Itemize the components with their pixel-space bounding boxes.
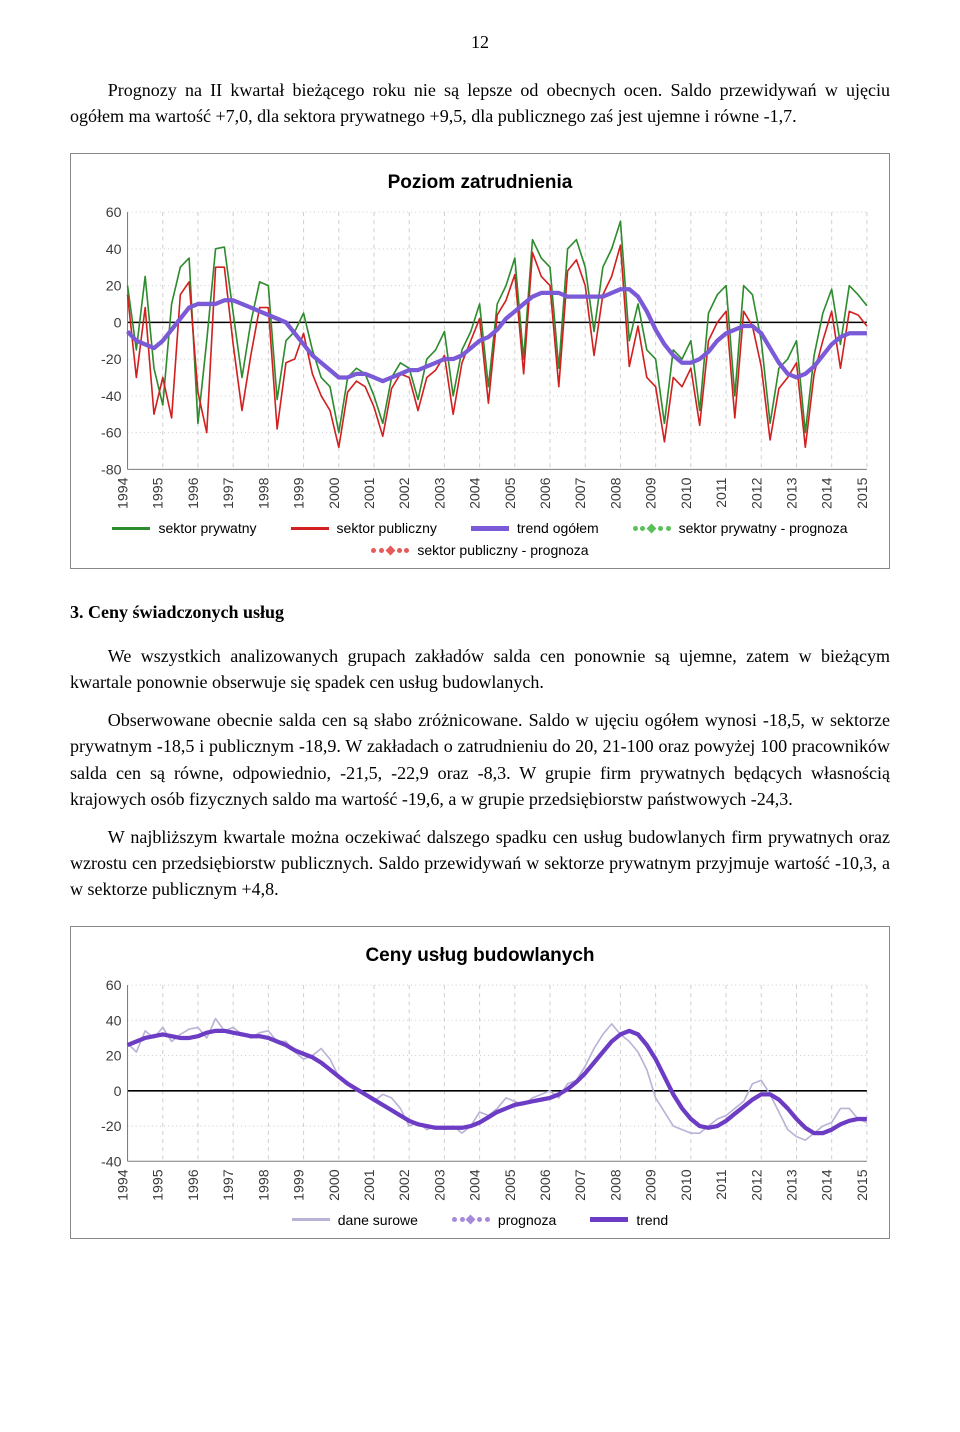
svg-text:2003: 2003 [432,1169,448,1201]
svg-text:2008: 2008 [608,478,624,510]
legend-item: prognoza [452,1212,556,1228]
legend-label: trend ogółem [517,520,599,536]
svg-text:2000: 2000 [327,1169,343,1201]
svg-text:1996: 1996 [186,1169,202,1201]
svg-text:2012: 2012 [749,478,765,510]
svg-text:1996: 1996 [186,478,202,510]
svg-text:2011: 2011 [714,478,730,509]
svg-text:0: 0 [114,316,122,332]
svg-text:20: 20 [106,279,122,295]
intro-paragraph: Prognozy na II kwartał bieżącego roku ni… [70,77,890,129]
svg-text:40: 40 [106,242,122,258]
chart-prices: Ceny usług budowlanych -40 -20 0 20 40 60 1994… [70,926,890,1239]
legend-item: sektor publiczny - prognoza [371,542,588,558]
svg-text:2003: 2003 [432,478,448,510]
svg-text:2013: 2013 [784,478,800,510]
legend-item: sektor prywatny [112,520,256,536]
chart1-svg: -80 -60 -40 -20 0 20 40 60 1994 1995 1996 1997 1998 1… [85,206,875,510]
legend-swatch [112,527,150,530]
legend-swatch [452,1214,490,1226]
svg-text:2006: 2006 [538,478,554,510]
chart1-plot: -80 -60 -40 -20 0 20 40 60 1994 1995 1996 1997 1998 1… [85,206,875,510]
svg-text:60: 60 [106,979,122,994]
svg-text:2014: 2014 [820,478,836,510]
svg-text:1998: 1998 [256,1169,272,1201]
svg-text:1997: 1997 [221,1169,237,1201]
section3-p1: We wszystkich analizowanych grupach zakł… [70,643,890,695]
svg-text:-20: -20 [101,1119,122,1135]
svg-text:2009: 2009 [644,478,660,510]
legend-label: sektor publiczny - prognoza [417,542,588,558]
svg-text:2000: 2000 [327,478,343,510]
svg-text:-40: -40 [101,389,122,405]
svg-text:2012: 2012 [749,1169,765,1201]
legend-swatch [371,544,409,556]
svg-text:2010: 2010 [679,478,695,510]
chart2-legend: dane surowe prognoza trend [85,1212,875,1228]
svg-text:-20: -20 [101,352,122,368]
svg-text:2015: 2015 [855,478,871,510]
legend-item: trend [590,1212,668,1228]
chart1-legend: sektor prywatny sektor publiczny trend ogó… [85,520,875,558]
svg-text:2013: 2013 [784,1169,800,1201]
page: 12 Prognozy na II kwartał bieżącego roku… [0,0,960,1309]
svg-text:1999: 1999 [292,478,308,510]
page-number: 12 [70,32,890,53]
svg-text:2002: 2002 [397,1169,413,1201]
legend-label: sektor publiczny [337,520,437,536]
svg-text:0: 0 [114,1084,122,1100]
svg-text:2007: 2007 [573,1169,589,1201]
svg-text:2005: 2005 [503,478,519,510]
svg-text:-80: -80 [101,463,122,479]
svg-text:-40: -40 [101,1154,122,1170]
svg-text:1995: 1995 [151,478,167,510]
svg-text:1998: 1998 [256,478,272,510]
svg-text:2002: 2002 [397,478,413,510]
legend-label: sektor prywatny - prognoza [679,520,848,536]
chart-employment: Poziom zatrudnienia -80 -60 -40 -20 0 20 40 60 1… [70,153,890,569]
svg-text:2015: 2015 [855,1169,871,1201]
chart2-title: Ceny usług budowlanych [85,945,875,967]
svg-text:1995: 1995 [151,1169,167,1201]
svg-text:2009: 2009 [644,1169,660,1201]
legend-swatch [633,522,671,534]
legend-item: sektor publiczny [291,520,437,536]
svg-text:1994: 1994 [116,478,132,510]
legend-label: trend [636,1212,668,1228]
svg-text:2008: 2008 [608,1169,624,1201]
legend-label: prognoza [498,1212,556,1228]
legend-item: trend ogółem [471,520,599,536]
chart2-svg: -40 -20 0 20 40 60 1994 1995 1996 1997 1998 1999 200… [85,979,875,1202]
svg-text:2005: 2005 [503,1169,519,1201]
svg-text:2001: 2001 [362,1169,378,1201]
svg-text:60: 60 [106,206,122,221]
svg-text:1999: 1999 [292,1169,308,1201]
legend-swatch [471,526,509,531]
legend-label: sektor prywatny [158,520,256,536]
svg-text:2004: 2004 [468,478,484,510]
svg-text:2007: 2007 [573,478,589,510]
chart2-plot: -40 -20 0 20 40 60 1994 1995 1996 1997 1998 1999 200… [85,979,875,1202]
legend-item: dane surowe [292,1212,418,1228]
svg-text:40: 40 [106,1013,122,1029]
legend-label: dane surowe [338,1212,418,1228]
svg-text:2011: 2011 [714,1169,730,1200]
svg-text:-60: -60 [101,426,122,442]
legend-swatch [590,1217,628,1222]
svg-text:20: 20 [106,1049,122,1065]
legend-item: sektor prywatny - prognoza [633,520,848,536]
svg-text:2001: 2001 [362,478,378,510]
svg-text:1994: 1994 [116,1169,132,1201]
legend-swatch [292,1218,330,1221]
chart1-title: Poziom zatrudnienia [85,172,875,194]
section3-p2: Obserwowane obecnie salda cen są słabo z… [70,707,890,811]
svg-text:2006: 2006 [538,1169,554,1201]
section3-heading: 3. Ceny świadczonych usług [70,599,890,625]
svg-text:2010: 2010 [679,1169,695,1201]
svg-text:2004: 2004 [468,1169,484,1201]
svg-text:1997: 1997 [221,478,237,510]
svg-text:2014: 2014 [820,1169,836,1201]
legend-swatch [291,527,329,530]
section3-p3: W najbliższym kwartale można oczekiwać d… [70,824,890,902]
